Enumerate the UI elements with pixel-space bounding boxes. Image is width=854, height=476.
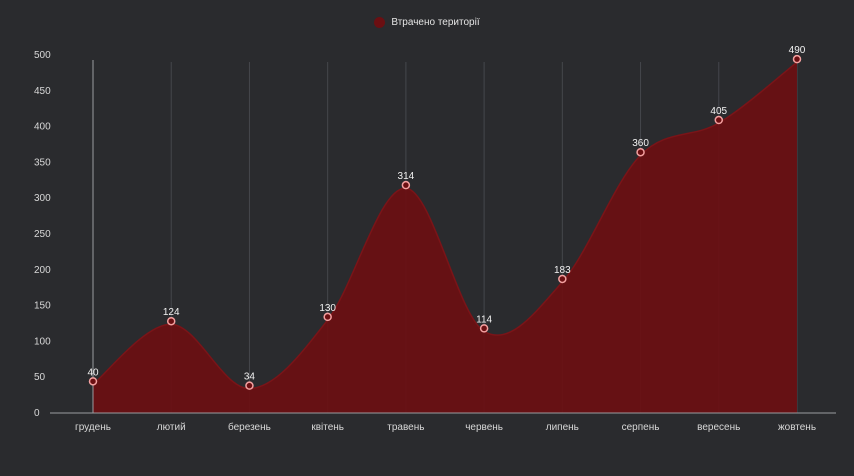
data-point [792, 54, 802, 64]
y-tick-label: 200 [34, 265, 51, 276]
y-tick-label: 450 [34, 86, 51, 97]
data-point [401, 180, 411, 190]
data-label: 124 [163, 307, 180, 318]
data-point [88, 377, 98, 386]
data-label: 40 [87, 367, 99, 378]
x-tick-label: березень [228, 421, 271, 433]
data-label: 130 [319, 303, 336, 314]
series-line [92, 61, 798, 390]
y-tick-label: 50 [34, 372, 46, 383]
data-label: 314 [398, 171, 415, 182]
x-tick-label: травень [387, 422, 424, 433]
data-point [323, 312, 332, 322]
x-tick-label: червень [465, 422, 503, 433]
y-tick-label: 100 [34, 336, 51, 347]
y-tick-label: 0 [34, 408, 40, 419]
marker-layer [88, 54, 802, 390]
legend[interactable]: Втрачено території [0, 17, 854, 28]
data-point [479, 324, 489, 333]
data-label: 490 [789, 45, 806, 56]
data-label: 34 [244, 372, 256, 383]
data-point [558, 274, 567, 284]
data-label: 405 [710, 106, 727, 117]
axis-layer: 0 50 100 150 200 250 300 350 400 450 500 грудень лют… [34, 50, 836, 433]
area-layer [92, 61, 798, 413]
data-point [636, 147, 645, 157]
data-label: 360 [632, 138, 649, 149]
data-label: 183 [554, 265, 571, 276]
data-point [166, 316, 176, 326]
x-tick-label: грудень [75, 422, 111, 433]
data-label: 114 [476, 314, 492, 325]
y-tick-label: 500 [34, 50, 51, 61]
label-layer: 40 124 34 130 314 114 183 360 405 490 [87, 45, 805, 382]
x-tick-label: квітень [311, 422, 344, 433]
y-tick-label: 300 [34, 193, 51, 204]
data-point [245, 381, 254, 390]
y-tick-label: 400 [34, 122, 51, 133]
x-tick-label: липень [546, 422, 579, 433]
legend-swatch [374, 17, 386, 28]
y-tick-label: 150 [34, 301, 51, 312]
series-area [93, 62, 797, 413]
y-tick-label: 350 [34, 157, 51, 168]
x-tick-label: жовтень [778, 422, 816, 433]
x-tick-label: вересень [697, 422, 740, 433]
x-tick-label: серпень [622, 422, 660, 433]
legend-label: Втрачено території [391, 17, 480, 28]
x-tick-label: лютий [157, 422, 186, 433]
data-point [714, 115, 724, 125]
y-tick-label: 250 [34, 229, 51, 240]
